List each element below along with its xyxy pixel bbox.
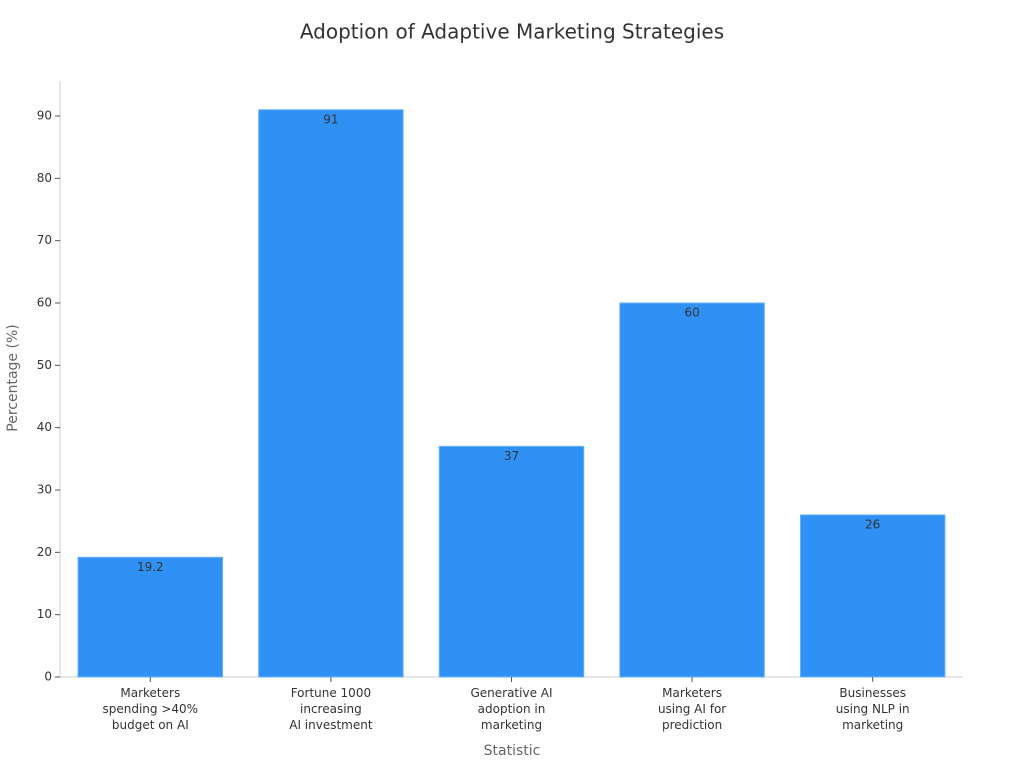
x-tick-label-line: spending >40%: [103, 702, 199, 716]
x-tick-label-line: Marketers: [662, 686, 722, 700]
x-tick-label-line: Fortune 1000: [291, 686, 371, 700]
x-tick-label-line: increasing: [300, 702, 362, 716]
bar: [799, 514, 946, 678]
value-label: 37: [504, 449, 519, 463]
y-tick-label: 70: [37, 233, 52, 247]
value-label: 91: [323, 112, 338, 126]
x-axis-label: Statistic: [484, 743, 541, 759]
x-tick-label: Businesses using NLP in marketing: [836, 686, 910, 732]
y-tick-label: 50: [37, 358, 52, 372]
x-tick-label-line: prediction: [662, 718, 722, 732]
x-tick-label: Marketers using AI for prediction: [658, 686, 726, 732]
x-tick-label-line: Marketers: [120, 686, 180, 700]
y-tick-label: 80: [37, 171, 52, 185]
x-tick-label-line: marketing: [481, 718, 542, 732]
x-tick-label-line: marketing: [842, 718, 903, 732]
bar: [438, 445, 585, 678]
x-tick-label-line: budget on AI: [112, 718, 189, 732]
y-tick-label: 30: [37, 482, 52, 496]
y-tick-label: 90: [37, 108, 52, 122]
chart-title: Adoption of Adaptive Marketing Strategie…: [300, 20, 724, 44]
y-tick-label: 0: [44, 670, 52, 684]
x-tick-label-line: adoption in: [478, 702, 546, 716]
y-tick-label: 40: [37, 420, 52, 434]
x-tick-label-line: AI investment: [289, 718, 373, 732]
y-tick-label: 20: [37, 545, 52, 559]
x-tick-label: Fortune 1000 increasing AI investment: [289, 686, 373, 732]
x-tick-label-line: using NLP in: [836, 702, 910, 716]
y-tick-label: 60: [37, 295, 52, 309]
x-tick-label-line: Businesses: [839, 686, 906, 700]
value-label: 19.2: [137, 560, 164, 574]
value-label: 60: [684, 305, 699, 319]
y-axis-label: Percentage (%): [5, 324, 21, 431]
bar: [77, 556, 224, 678]
x-tick-label: Marketers spending >40% budget on AI: [103, 686, 199, 732]
x-tick-label-line: using AI for: [658, 702, 726, 716]
y-tick-label: 10: [37, 607, 52, 621]
bar: [258, 109, 404, 678]
bar: [619, 302, 765, 678]
value-label: 26: [865, 517, 880, 531]
x-tick-label-line: Generative AI: [470, 686, 552, 700]
x-tick-label: Generative AI adoption in marketing: [470, 686, 552, 732]
